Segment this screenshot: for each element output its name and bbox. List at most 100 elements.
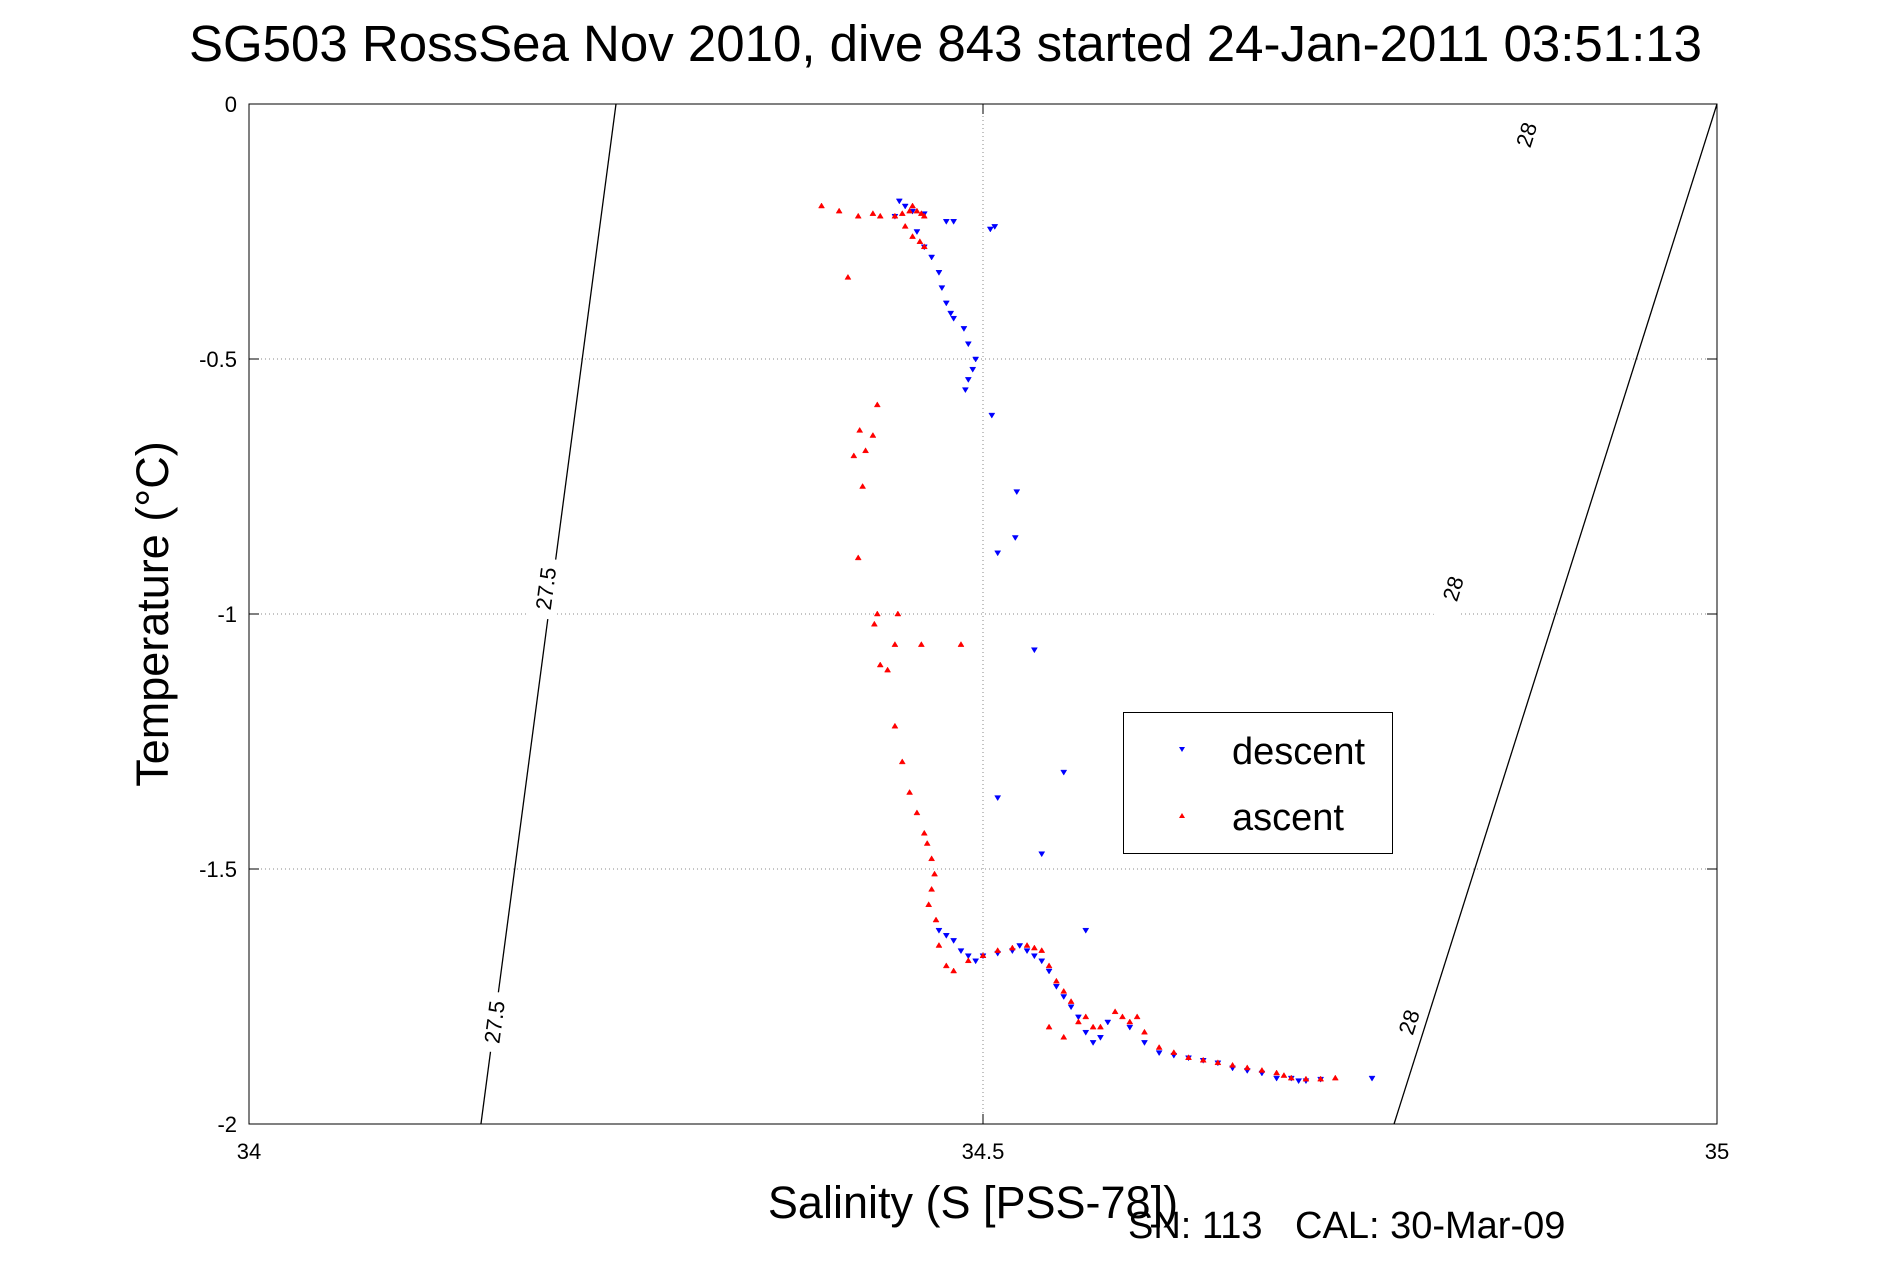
data-point-ascent	[920, 243, 928, 250]
data-point-ascent	[1133, 1013, 1141, 1020]
data-point-ascent	[1243, 1064, 1251, 1071]
data-point-ascent	[856, 426, 864, 433]
data-point-descent	[1045, 968, 1053, 975]
data-point-ascent	[906, 789, 914, 795]
data-point-ascent	[869, 210, 877, 216]
data-point-descent	[1060, 994, 1068, 1000]
data-point-descent	[938, 285, 946, 292]
data-point-ascent	[923, 840, 931, 846]
y-tick-label: -1	[217, 602, 237, 627]
data-point-ascent	[1060, 1033, 1068, 1040]
data-point-ascent	[1280, 1072, 1288, 1078]
data-point-ascent	[906, 207, 914, 214]
data-point-ascent	[979, 952, 987, 958]
data-point-ascent	[1111, 1008, 1119, 1015]
data-point-ascent	[876, 661, 884, 668]
y-tick-label: -0.5	[199, 347, 237, 372]
data-point-ascent	[1302, 1075, 1310, 1082]
data-point-descent	[901, 203, 909, 210]
data-point-ascent	[884, 666, 892, 673]
data-point-ascent	[932, 916, 940, 923]
contour-label-bg	[527, 556, 564, 621]
data-point-descent	[942, 933, 950, 939]
data-point-descent	[986, 226, 994, 233]
data-point-ascent	[862, 447, 870, 454]
data-point-ascent	[1045, 1023, 1053, 1030]
data-point-ascent	[859, 483, 867, 489]
data-point-descent	[950, 938, 958, 944]
data-point-descent	[1295, 1078, 1303, 1085]
data-point-ascent	[898, 758, 906, 765]
axis-ticks: 34 34.5 35 0 -0.5 -1 -1.5 -2	[199, 92, 1729, 1164]
data-point-ascent	[1185, 1054, 1192, 1060]
data-point-descent	[1368, 1075, 1376, 1082]
data-point-ascent	[873, 610, 881, 617]
data-point-descent	[950, 315, 958, 322]
data-point-ascent	[1331, 1074, 1339, 1081]
data-point-descent	[1038, 958, 1046, 965]
contour-line	[1393, 103, 1718, 1125]
data-point-ascent	[901, 222, 909, 229]
data-point-ascent	[1119, 1013, 1126, 1020]
data-point-ascent	[818, 202, 825, 209]
data-point-ascent	[1141, 1028, 1148, 1035]
data-point-ascent	[920, 829, 928, 836]
data-point-ascent	[928, 855, 936, 862]
data-point-ascent	[1126, 1018, 1134, 1025]
data-point-descent	[1060, 769, 1068, 776]
data-point-descent	[1067, 1004, 1075, 1011]
data-point-descent	[988, 412, 996, 419]
data-point-ascent	[1060, 987, 1068, 994]
data-point-descent	[1126, 1024, 1134, 1031]
data-point-ascent	[1067, 998, 1075, 1004]
data-point-ascent	[894, 610, 902, 617]
data-point-descent	[1155, 1050, 1163, 1057]
data-point-ascent	[1052, 977, 1060, 984]
data-point-ascent	[850, 452, 858, 459]
triangle-up-icon	[1179, 813, 1185, 818]
data-point-ascent	[898, 210, 906, 216]
data-point-descent	[1023, 948, 1031, 955]
data-point-ascent	[1089, 1023, 1097, 1030]
data-point-descent	[942, 219, 950, 225]
contour-label-bg	[1386, 989, 1432, 1055]
data-point-descent	[1096, 1035, 1104, 1041]
data-point-ascent	[835, 207, 843, 214]
data-point-descent	[1030, 647, 1038, 654]
data-point-ascent	[1030, 944, 1038, 951]
legend: descent ascent	[1123, 712, 1393, 854]
data-point-descent	[895, 198, 903, 205]
data-point-ascent	[1229, 1061, 1237, 1068]
legend-label-ascent: ascent	[1232, 797, 1344, 839]
data-point-ascent	[928, 885, 936, 892]
data-point-ascent	[964, 957, 972, 964]
data-point-ascent	[891, 641, 899, 647]
data-point-descent	[1273, 1075, 1281, 1082]
data-point-ascent	[925, 901, 933, 907]
data-point-ascent	[994, 947, 1002, 953]
data-point-ascent	[1170, 1049, 1178, 1055]
data-point-descent	[972, 356, 980, 363]
data-point-ascent	[1082, 1013, 1090, 1020]
y-tick-label: -1.5	[199, 857, 237, 882]
data-point-descent	[964, 377, 972, 383]
legend-label-descent: descent	[1232, 731, 1366, 773]
serial-number: SN: 113	[1128, 1205, 1263, 1247]
data-point-ascent	[1317, 1075, 1325, 1082]
data-point-ascent	[942, 962, 950, 969]
contour-label: 27.5	[479, 999, 509, 1045]
y-tick-label: 0	[225, 92, 237, 117]
data-point-descent	[994, 795, 1002, 802]
data-point-ascent	[869, 432, 877, 438]
data-point-ascent	[873, 401, 881, 408]
data-points	[818, 198, 1376, 1085]
x-tick-label: 35	[1705, 1139, 1729, 1164]
x-tick-label: 34	[237, 1139, 261, 1164]
data-point-ascent	[1258, 1066, 1266, 1073]
calibration-date: CAL: 30-Mar-09	[1295, 1205, 1566, 1247]
contour-label: 27.5	[531, 566, 561, 612]
data-point-ascent	[950, 967, 958, 974]
footer-info: SN: 113 CAL: 30-Mar-09	[1128, 1205, 1565, 1248]
data-point-ascent	[1155, 1044, 1163, 1050]
